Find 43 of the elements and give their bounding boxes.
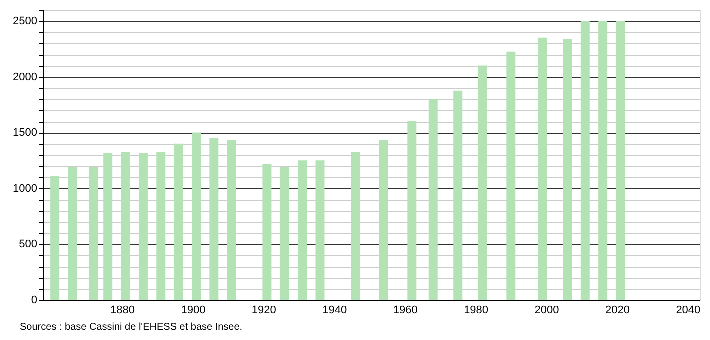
bar <box>563 39 572 300</box>
y-tick-label: 1000 <box>13 182 38 195</box>
bar <box>454 90 463 300</box>
bar <box>538 38 548 300</box>
bar <box>351 152 360 300</box>
bar <box>428 99 438 300</box>
bar <box>598 21 608 300</box>
bar <box>478 66 488 300</box>
bar <box>174 144 184 300</box>
x-tick-label: 2040 <box>676 304 701 316</box>
y-tick-label: 2000 <box>13 71 38 84</box>
bar <box>104 153 113 300</box>
bar <box>379 140 388 300</box>
x-tick-label: 1960 <box>393 304 418 316</box>
x-tick-label: 1980 <box>464 304 489 316</box>
bar <box>138 153 148 300</box>
source-note: Sources : base Cassini de l'EHESS et base Insee. <box>20 322 243 333</box>
y-tick-label: 1500 <box>13 127 38 140</box>
bar <box>50 176 60 300</box>
bar <box>192 132 201 300</box>
bar <box>616 21 626 300</box>
bar <box>89 167 98 300</box>
bar <box>506 52 516 300</box>
x-tick-label: 1880 <box>110 304 135 316</box>
bar <box>580 21 590 300</box>
bar <box>316 160 325 300</box>
bar <box>280 167 290 300</box>
y-tick-label: 0 <box>31 294 38 306</box>
bar <box>262 164 272 300</box>
bar <box>408 122 417 300</box>
bar <box>121 152 130 300</box>
bar <box>227 140 236 300</box>
x-tick-label: 1900 <box>181 304 206 316</box>
bar <box>156 152 166 300</box>
y-tick-label: 2500 <box>13 16 38 28</box>
x-tick-label: 1920 <box>252 304 276 316</box>
bar <box>210 138 219 300</box>
x-tick-label: 2000 <box>534 304 560 316</box>
x-tick-label: 1940 <box>322 304 348 316</box>
x-tick-label: 2020 <box>605 304 630 316</box>
bar <box>298 160 308 300</box>
bar <box>68 167 78 300</box>
y-tick-label: 500 <box>19 238 38 251</box>
